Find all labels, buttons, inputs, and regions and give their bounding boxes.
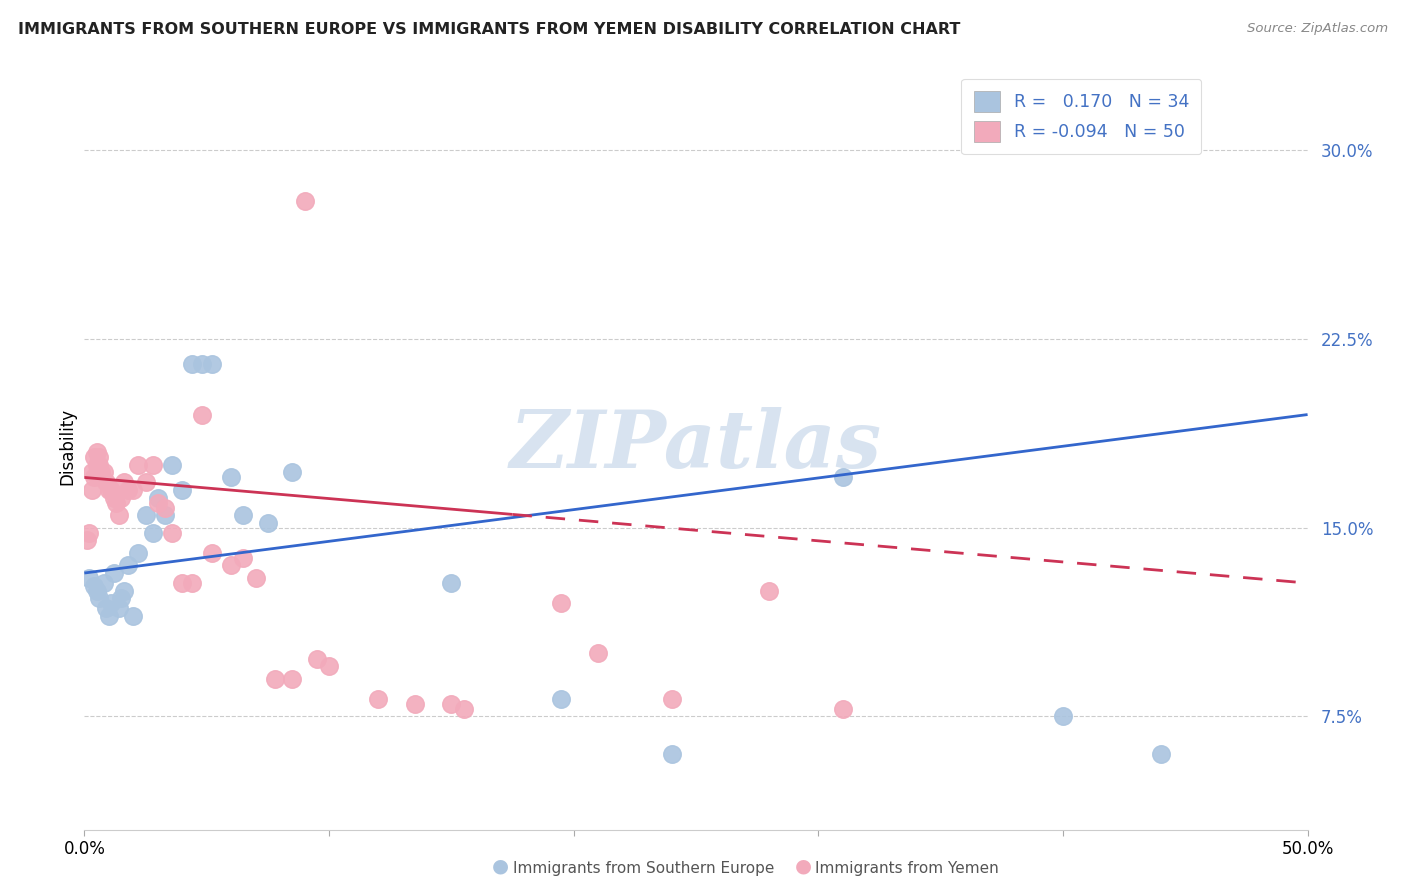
Point (257, 516, 280, 530)
Point (122, 483, 145, 497)
Point (318, 659, 340, 673)
Point (127, 546, 149, 560)
Point (162, 458, 184, 472)
Point (103, 566, 125, 580)
Text: ZIPatlas: ZIPatlas (510, 408, 882, 484)
Point (294, 194, 316, 208)
Point (96, 475, 118, 490)
Point (142, 458, 165, 472)
Point (661, 747, 683, 761)
Point (245, 571, 267, 585)
Point (453, 702, 475, 716)
Point (103, 491, 125, 505)
Point (87, 450, 110, 465)
Point (1052, 709, 1074, 723)
Point (135, 475, 157, 490)
Point (110, 591, 132, 606)
Point (200, 546, 222, 560)
Point (87, 591, 110, 606)
Point (135, 508, 157, 523)
Point (86, 445, 108, 459)
Point (97, 608, 120, 623)
Point (264, 672, 287, 686)
Point (107, 601, 129, 615)
Point (90, 466, 112, 480)
Point (219, 470, 242, 484)
Point (661, 691, 683, 706)
Point (117, 558, 139, 573)
Point (86, 458, 108, 472)
Point (83, 450, 105, 465)
Point (112, 475, 135, 490)
Point (96, 601, 118, 615)
Text: ●: ● (794, 857, 811, 876)
Point (142, 525, 165, 540)
Point (100, 596, 122, 610)
Point (117, 483, 139, 497)
Point (440, 697, 463, 711)
Point (146, 491, 169, 505)
Point (153, 508, 176, 523)
Point (105, 495, 128, 509)
Point (404, 697, 426, 711)
Text: Source: ZipAtlas.com: Source: ZipAtlas.com (1247, 22, 1388, 36)
Point (83, 470, 105, 484)
Point (232, 550, 254, 565)
Point (550, 691, 572, 706)
Point (93, 576, 115, 591)
Point (100, 483, 122, 497)
Point (97, 483, 120, 497)
Point (831, 702, 853, 716)
Point (153, 500, 176, 515)
Point (172, 483, 194, 497)
Point (200, 357, 222, 371)
Point (80, 483, 103, 497)
Point (76, 533, 98, 548)
Point (181, 576, 204, 591)
Point (1150, 747, 1173, 761)
Point (162, 525, 184, 540)
Point (191, 357, 214, 371)
Point (191, 408, 214, 422)
Point (83, 578, 105, 592)
Point (232, 508, 254, 523)
Y-axis label: Disability: Disability (58, 408, 76, 484)
Point (281, 672, 304, 686)
Point (127, 458, 149, 472)
Point (86, 583, 108, 598)
Point (758, 583, 780, 598)
Point (87, 458, 110, 472)
Point (112, 583, 135, 598)
Point (80, 466, 103, 480)
Point (90, 470, 112, 484)
Point (440, 576, 463, 591)
Point (110, 491, 132, 505)
Point (181, 357, 204, 371)
Point (219, 558, 242, 573)
Point (146, 495, 169, 509)
Point (305, 651, 328, 665)
Point (281, 466, 304, 480)
Point (172, 576, 194, 591)
Point (77, 525, 100, 540)
Point (367, 691, 389, 706)
Text: IMMIGRANTS FROM SOUTHERN EUROPE VS IMMIGRANTS FROM YEMEN DISABILITY CORRELATION : IMMIGRANTS FROM SOUTHERN EUROPE VS IMMIG… (18, 22, 960, 37)
Point (77, 571, 100, 585)
Text: ●: ● (492, 857, 509, 876)
Legend: R =   0.170   N = 34, R = -0.094   N = 50: R = 0.170 N = 34, R = -0.094 N = 50 (962, 78, 1201, 154)
Point (550, 596, 572, 610)
Point (107, 508, 129, 523)
Text: Immigrants from Southern Europe: Immigrants from Southern Europe (513, 861, 775, 876)
Point (586, 647, 609, 661)
Text: Immigrants from Yemen: Immigrants from Yemen (815, 861, 1000, 876)
Point (831, 470, 853, 484)
Point (93, 466, 115, 480)
Point (122, 608, 145, 623)
